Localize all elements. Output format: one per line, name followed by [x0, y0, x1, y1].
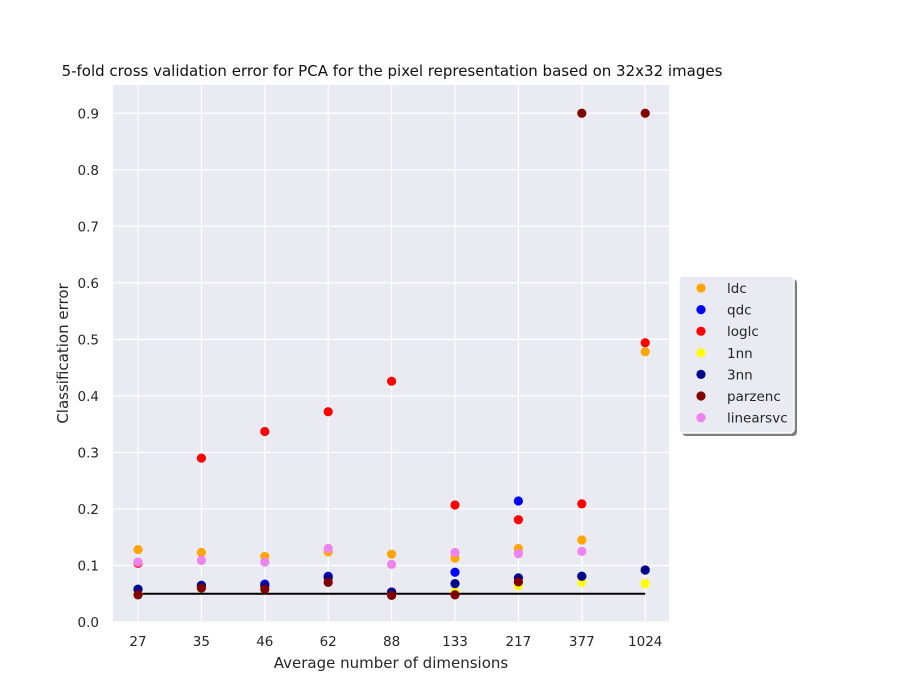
data-point — [577, 499, 587, 509]
y-tick-label: 0.4 — [78, 389, 99, 405]
data-point — [450, 567, 460, 577]
y-tick-label: 0.2 — [78, 502, 99, 518]
data-point — [387, 590, 397, 601]
data-point — [260, 557, 270, 567]
data-point — [260, 426, 270, 437]
data-point — [640, 347, 650, 357]
x-tick-label: 27 — [129, 634, 146, 650]
series-linearsvc — [133, 543, 587, 569]
data-point — [450, 500, 460, 510]
legend-box — [678, 275, 795, 434]
data-point — [577, 546, 587, 556]
legend-marker — [696, 305, 706, 315]
legend-label: 1nn — [727, 346, 753, 362]
x-tick-label: 35 — [193, 634, 210, 650]
y-tick-label: 0.0 — [78, 615, 99, 631]
x-tick-label: 88 — [383, 634, 400, 650]
data-point — [196, 453, 206, 463]
data-points — [133, 108, 650, 601]
legend-label: parzenc — [727, 389, 781, 405]
data-point — [387, 549, 397, 559]
y-tick-label: 0.5 — [78, 332, 99, 348]
data-point — [323, 577, 333, 588]
series-parzenc — [133, 108, 650, 601]
data-point — [387, 376, 397, 386]
data-point — [196, 547, 206, 558]
data-point — [640, 108, 650, 118]
data-point — [450, 590, 460, 600]
y-tick-label: 0.7 — [78, 219, 99, 235]
data-point — [640, 578, 650, 589]
legend-marker — [696, 369, 706, 379]
legend-marker — [696, 283, 706, 293]
data-point — [450, 547, 460, 558]
x-tick-label: 133 — [442, 634, 468, 650]
data-point — [133, 557, 143, 567]
y-tick-label: 0.9 — [78, 106, 99, 122]
legend-label: 3nn — [727, 367, 753, 383]
legend-label: qdc — [727, 303, 752, 319]
data-point — [513, 549, 524, 559]
y-tick-label: 0.6 — [78, 276, 99, 292]
data-point — [640, 565, 650, 575]
data-point — [323, 407, 333, 417]
data-point — [513, 577, 524, 587]
series-loglc — [133, 338, 650, 568]
y-tick-labels: 0.0 0.1 0.2 0.3 0.4 0.5 0.6 0.7 0.8 0.9 — [78, 106, 99, 631]
legend-label: loglc — [727, 324, 759, 340]
x-axis-label: Average number of dimensions — [274, 654, 509, 672]
data-point — [133, 590, 143, 600]
legend-marker — [696, 413, 706, 423]
legend-marker — [696, 391, 706, 401]
x-tick-label: 217 — [506, 634, 532, 650]
grid — [113, 85, 669, 623]
y-tick-label: 0.8 — [78, 163, 99, 179]
legend: ldc qdc loglc 1nn 3nn parzenc linearsvc — [678, 275, 797, 436]
data-point — [513, 515, 524, 525]
data-point — [450, 578, 460, 589]
data-point — [196, 555, 206, 565]
legend-marker — [696, 348, 706, 358]
legend-label: ldc — [727, 281, 747, 297]
data-point — [577, 108, 587, 118]
data-point — [387, 559, 397, 569]
chart-title: 5-fold cross validation error for PCA fo… — [62, 62, 723, 80]
data-point — [260, 584, 270, 594]
x-tick-label: 46 — [256, 634, 273, 650]
legend-marker — [696, 326, 706, 336]
x-tick-labels: 27 35 46 62 88 133 217 377 1024 — [129, 634, 662, 650]
x-tick-label: 1024 — [628, 634, 662, 650]
data-point — [323, 543, 333, 554]
data-point — [133, 545, 143, 555]
data-point — [513, 496, 524, 506]
legend-label: linearsvc — [727, 411, 788, 427]
data-point — [196, 583, 206, 593]
y-axis-label: Classification error — [54, 283, 72, 424]
x-tick-label: 377 — [569, 634, 595, 650]
data-point — [640, 338, 650, 348]
x-tick-label: 62 — [320, 634, 337, 650]
data-point — [577, 571, 587, 581]
y-tick-label: 0.1 — [78, 558, 99, 574]
data-point — [577, 535, 587, 545]
y-tick-label: 0.3 — [78, 445, 99, 461]
